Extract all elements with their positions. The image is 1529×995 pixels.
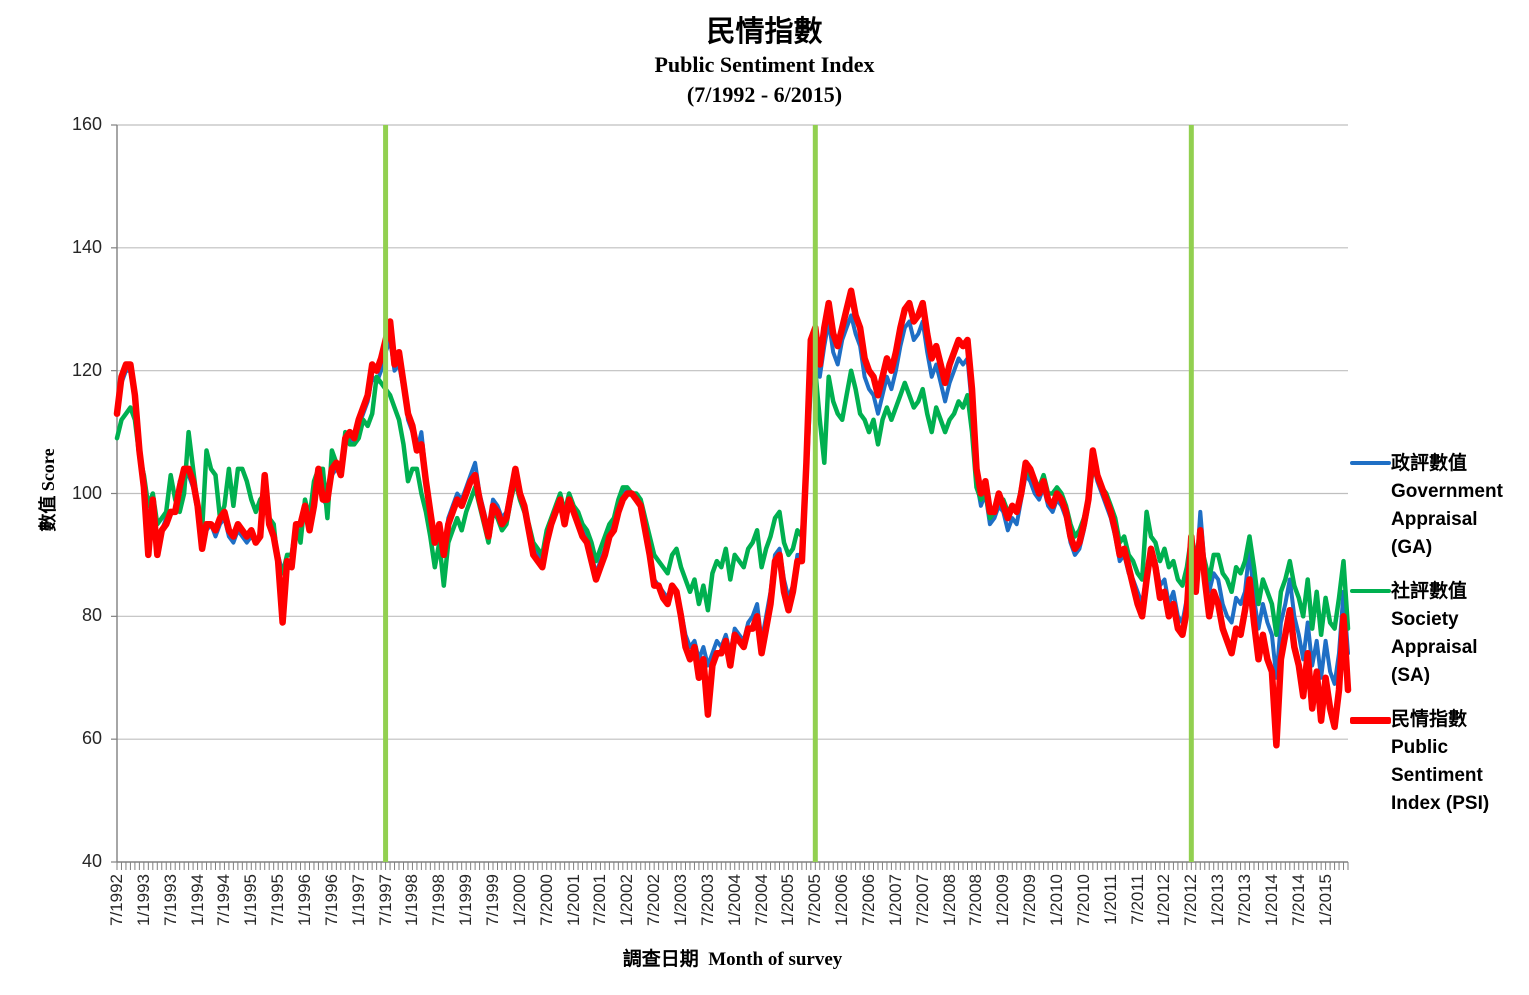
x-tick-label: 1/1996 [295, 874, 314, 926]
series-line [114, 368, 1351, 638]
legend-label: 社評數值 Society Appraisal (SA) [1391, 581, 1478, 686]
x-tick-label: 1/2011 [1100, 874, 1120, 925]
x-tick-label: 1/2001 [563, 874, 583, 926]
x-tick-label: 7/2006 [859, 874, 879, 926]
x-tick-label: 1/1999 [456, 874, 476, 926]
x-tick-label: 1/1997 [348, 874, 368, 926]
legend-item: 社評數值 Society Appraisal (SA) [1350, 578, 1528, 690]
x-tick-label: 1/2003 [671, 874, 691, 926]
x-tick-label: 1/2005 [778, 874, 798, 926]
x-tick-label: 7/2014 [1288, 874, 1308, 926]
x-tick-label: 1/1998 [402, 874, 422, 926]
legend-swatch-line [1350, 589, 1391, 593]
legend-item: 政評數值 Government Appraisal (GA) [1350, 450, 1528, 562]
y-tick-label: 140 [71, 236, 102, 257]
x-tick-label: 1/2015 [1315, 874, 1335, 926]
x-tick-label: 7/1995 [268, 874, 288, 926]
legend-item: 民情指數 Public Sentiment Index (PSI) [1350, 706, 1528, 818]
x-tick-label: 1/2013 [1208, 874, 1228, 926]
x-tick-label: 7/2004 [751, 874, 771, 926]
x-tick-label: 7/2000 [536, 874, 556, 926]
x-tick-label: 1/2008 [939, 874, 959, 926]
x-tick-label: 1/2012 [1154, 874, 1174, 926]
x-tick-label: 7/1996 [321, 874, 341, 926]
y-tick-label: 160 [71, 114, 102, 134]
x-tick-label: 7/2013 [1235, 874, 1255, 926]
y-tick-label: 80 [81, 605, 102, 626]
x-tick-label: 7/2007 [912, 874, 932, 926]
x-tick-label: 7/2001 [590, 874, 610, 926]
chart-title-chinese: 民情指數 [706, 16, 823, 48]
x-tick-label: 7/1994 [214, 874, 234, 926]
x-tick-label: 1/2010 [1047, 874, 1067, 926]
y-tick-label: 60 [81, 728, 102, 749]
x-tick-label: 1/1995 [241, 874, 261, 926]
x-tick-label: 7/2010 [1073, 874, 1093, 926]
x-tick-label: 7/2002 [644, 874, 664, 926]
x-tick-label: 1/1994 [187, 874, 207, 926]
legend: 政評數值 Government Appraisal (GA) 社評數值 Socie… [1350, 450, 1528, 834]
chart-title-english: Public Sentiment Index [654, 52, 875, 77]
x-tick-label: 7/1999 [483, 874, 502, 926]
x-tick-label: 1/1993 [133, 874, 153, 926]
x-tick-label: 7/2009 [1020, 874, 1040, 926]
x-tick-label: 1/2004 [724, 874, 744, 926]
chart-title: 民情指數 Public Sentiment Index (7/1992 - 6/… [0, 14, 1529, 110]
legend-label: 民情指數 Public Sentiment Index (PSI) [1391, 709, 1490, 814]
x-tick-label: 1/2014 [1261, 874, 1281, 926]
x-tick-label: 7/2003 [697, 874, 717, 926]
x-tick-label: 7/1993 [160, 874, 180, 926]
x-tick-label: 7/2012 [1181, 874, 1201, 926]
x-tick-label: 7/1997 [375, 874, 395, 926]
legend-swatch-line [1350, 461, 1391, 465]
x-tick-label: 7/1998 [429, 874, 449, 926]
x-tick-label: 7/2005 [805, 874, 825, 926]
x-tick-label: 7/2008 [966, 874, 986, 926]
x-tick-label: 1/2002 [617, 874, 637, 926]
chart-title-date-range: (7/1992 - 6/2015) [686, 82, 843, 107]
x-tick-label: 1/2006 [832, 874, 852, 926]
x-tick-label: 1/2007 [885, 874, 905, 926]
series-line [113, 287, 1352, 749]
x-axis-title: 調查日期 Month of survey [622, 949, 843, 970]
x-tick-label: 7/2011 [1127, 874, 1147, 925]
y-tick-label: 100 [71, 482, 102, 503]
y-tick-label: 120 [71, 359, 102, 380]
x-tick-label: 7/1992 [107, 874, 126, 926]
legend-swatch-line [1350, 717, 1391, 724]
legend-label: 政評數值 Government Appraisal (GA) [1391, 453, 1503, 558]
y-tick-label: 40 [81, 851, 102, 871]
x-tick-label: 1/2009 [993, 874, 1013, 926]
x-tick-label: 1/2000 [509, 874, 529, 926]
